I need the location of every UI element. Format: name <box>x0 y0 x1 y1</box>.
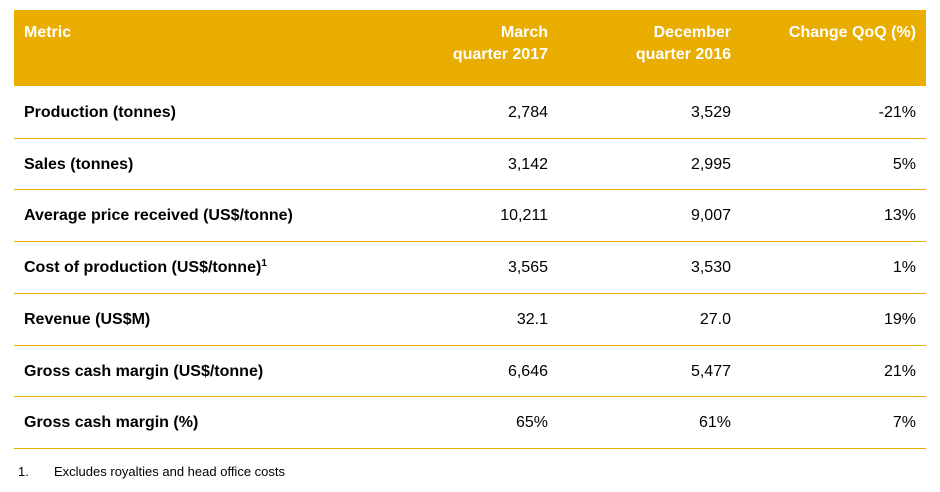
metric-cell: Cost of production (US$/tonne)1 <box>24 258 267 278</box>
header-line: quarter 2016 <box>635 46 731 63</box>
value-cell: 21% <box>883 362 916 380</box>
value-cell: 6,646 <box>507 362 548 380</box>
value-cell: 7% <box>892 414 916 432</box>
footnote-ref: 1 <box>261 258 267 270</box>
header-line: quarter 2017 <box>452 46 548 63</box>
value-cell: 2,784 <box>507 104 548 121</box>
metric-label: Revenue (US$M) <box>24 310 151 328</box>
metric-cell: Gross cash margin (US$/tonne) <box>24 362 263 382</box>
value-cell: 13% <box>883 207 916 225</box>
metric-label: Average price received (US$/tonne) <box>24 207 293 225</box>
header-line: Metric <box>24 24 72 41</box>
value-cell: 27.0 <box>699 310 731 328</box>
header-cell: March quarter 2017 <box>453 22 548 66</box>
header-cell: December quarter 2016 <box>636 22 731 66</box>
row-rule <box>14 241 926 242</box>
row-rule <box>14 345 926 346</box>
metric-label: Gross cash margin (%) <box>24 414 199 432</box>
value-cell: 61% <box>698 414 731 432</box>
value-cell: 19% <box>883 310 916 328</box>
value-cell: 3,529 <box>690 104 731 121</box>
footnote-text: Excludes royalties and head office costs <box>54 464 286 479</box>
header-cell: Change QoQ (%) <box>789 22 916 44</box>
value-cell: 9,007 <box>690 207 731 225</box>
value-cell: 2,995 <box>690 155 731 173</box>
metric-cell: Sales (tonnes) <box>24 155 133 175</box>
row-rule <box>14 293 926 294</box>
metric-label: Sales (tonnes) <box>24 155 134 173</box>
row-rule <box>14 189 926 190</box>
value-cell: 3,565 <box>507 259 548 277</box>
header-band <box>14 10 926 86</box>
header-cell: Metric <box>24 22 71 44</box>
header-line: March <box>500 24 548 41</box>
value-cell: 10,211 <box>500 207 548 225</box>
row-rule <box>14 396 926 397</box>
header-line: December <box>653 24 731 41</box>
metric-label: Production (tonnes) <box>24 104 176 121</box>
metric-cell: Average price received (US$/tonne) <box>24 206 293 226</box>
metric-cell: Production (tonnes) <box>24 103 176 123</box>
value-cell: 1% <box>892 259 916 277</box>
value-cell: 5% <box>892 155 916 173</box>
metric-cell: Revenue (US$M) <box>24 310 150 330</box>
value-cell: 3,142 <box>507 155 548 173</box>
value-cell: 65% <box>515 414 548 432</box>
metric-label: Gross cash margin (US$/tonne) <box>24 362 264 380</box>
row-rule <box>14 138 926 139</box>
value-cell: 32.1 <box>516 310 548 328</box>
value-cell: 3,530 <box>690 259 731 277</box>
footnote-number: 1. <box>18 464 29 479</box>
row-rule <box>14 448 926 449</box>
metric-label: Cost of production (US$/tonne) <box>24 259 262 277</box>
metric-cell: Gross cash margin (%) <box>24 413 198 433</box>
value-cell: -21% <box>878 104 916 121</box>
value-cell: 5,477 <box>690 362 731 380</box>
header-line: Change QoQ (%) <box>788 24 916 41</box>
